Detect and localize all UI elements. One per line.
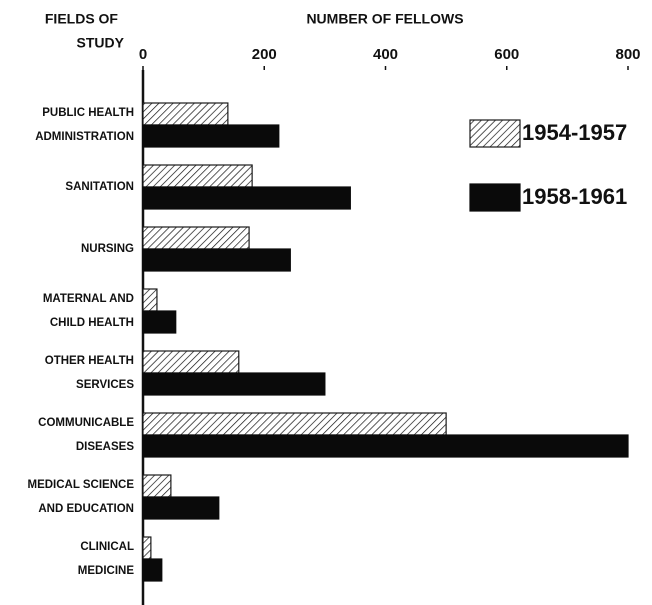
x-tick-label: 0 xyxy=(139,46,147,63)
y-axis-label: STUDY xyxy=(77,35,125,51)
bar xyxy=(142,536,152,560)
y-tick-label: CLINICAL MEDICINE xyxy=(78,541,135,577)
bar xyxy=(142,226,250,250)
bar xyxy=(142,372,326,396)
x-tick-label: 200 xyxy=(252,46,277,63)
bar xyxy=(142,124,280,148)
bar xyxy=(142,474,172,498)
x-tick-label: 600 xyxy=(494,46,519,63)
bar xyxy=(142,350,240,374)
y-tick-label: COMMUNICABLE DISEASES xyxy=(38,417,134,453)
y-axis-label: FIELDS OF xyxy=(45,11,119,27)
y-tick-label: OTHER HEALTH SERVICES xyxy=(45,355,135,391)
bar xyxy=(142,248,291,272)
y-tick-label: MATERNAL AND CHILD HEALTH xyxy=(43,293,134,329)
bar xyxy=(142,558,163,582)
y-tick-label: NURSING xyxy=(81,243,134,255)
y-tick-label: MEDICAL SCIENCE AND EDUCATION xyxy=(28,479,135,515)
x-tick-label: 800 xyxy=(615,46,640,63)
legend-label: 1958-1961 xyxy=(522,184,627,209)
legend-swatch xyxy=(469,183,521,212)
chart-title: NUMBER OF FELLOWS xyxy=(306,11,463,27)
bar xyxy=(142,186,351,210)
bar xyxy=(142,310,177,334)
x-tick-label: 400 xyxy=(373,46,398,63)
legend-label: 1954-1957 xyxy=(522,120,627,145)
y-tick-label: PUBLIC HEALTH ADMINISTRATION xyxy=(35,107,134,143)
y-tick-label: SANITATION xyxy=(65,181,134,193)
legend-swatch xyxy=(469,119,521,148)
bar xyxy=(142,164,253,188)
bar xyxy=(142,412,447,436)
bar xyxy=(142,102,229,126)
bar xyxy=(142,496,220,520)
bar xyxy=(142,288,158,312)
bar xyxy=(142,434,629,458)
